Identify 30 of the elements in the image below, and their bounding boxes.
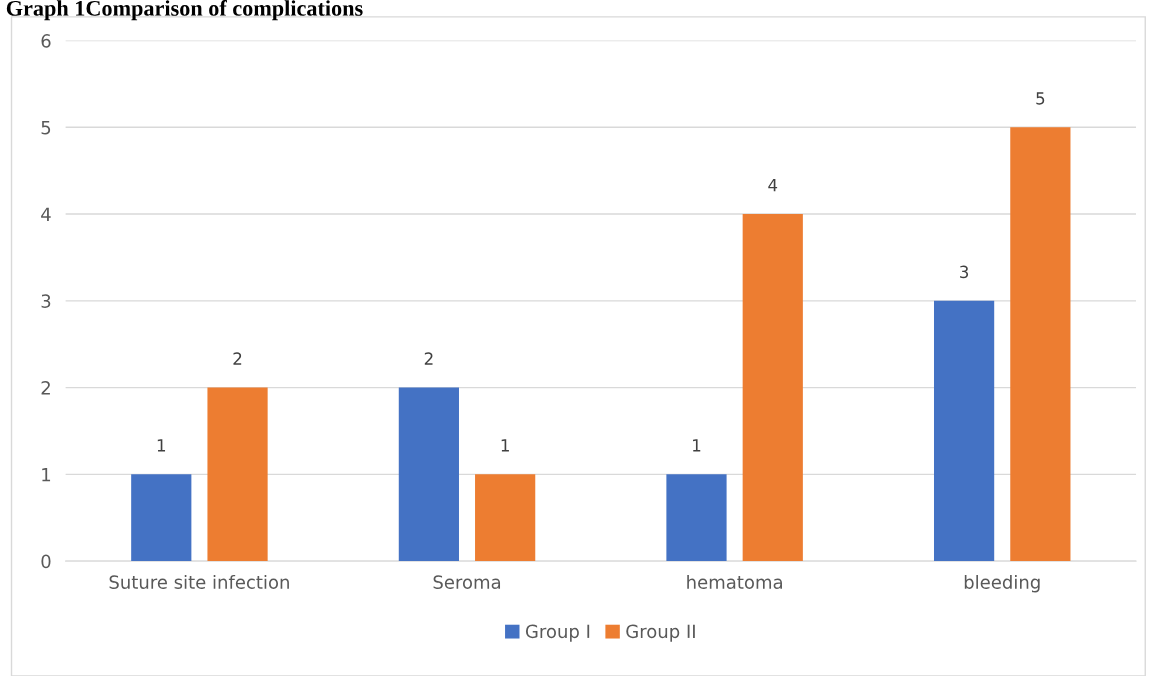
data-label: 4 <box>768 179 778 192</box>
legend-label: Group I <box>525 624 590 642</box>
y-tick-label: 4 <box>41 207 51 221</box>
y-tick-label: 3 <box>41 294 51 308</box>
bar <box>207 387 268 562</box>
data-label: 3 <box>960 265 969 279</box>
data-label: 2 <box>424 352 433 365</box>
bar <box>933 300 995 562</box>
bar <box>398 387 459 562</box>
x-tick-label: Suture site infection <box>109 574 289 589</box>
y-tick-label: 0 <box>41 554 51 569</box>
y-tick-label: 5 <box>41 121 51 135</box>
data-label: 2 <box>233 352 242 365</box>
data-label: 1 <box>693 439 701 452</box>
data-label: 5 <box>1036 92 1045 105</box>
x-tick-label: bleeding <box>964 574 1040 593</box>
y-tick-label: 6 <box>41 34 51 48</box>
y-tick-label: 1 <box>42 468 51 482</box>
x-tick-label: hematoma <box>687 574 782 589</box>
y-tick-label: 2 <box>41 381 50 395</box>
bar <box>1010 127 1071 562</box>
chart-title: Graph 1Comparison of complications <box>6 0 363 21</box>
bar <box>475 474 536 562</box>
data-label: 1 <box>157 439 166 452</box>
bar <box>131 474 192 562</box>
x-tick-label: Seroma <box>433 575 501 589</box>
bar <box>742 214 803 562</box>
legend-label: Group II <box>626 624 695 642</box>
data-label: 1 <box>501 439 509 452</box>
bar <box>666 474 727 562</box>
